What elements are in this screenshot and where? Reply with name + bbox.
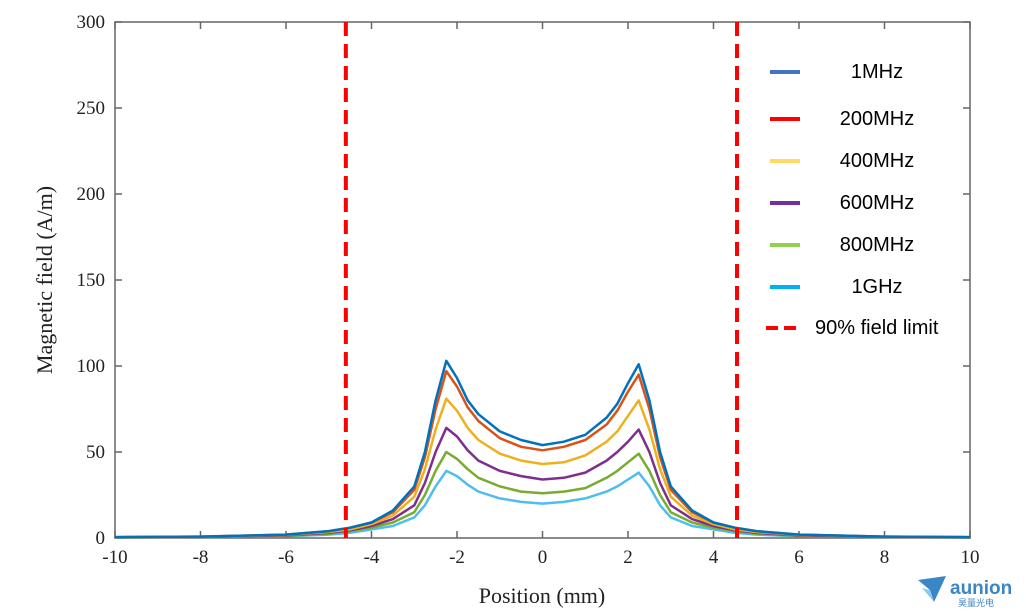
svg-text:昊量光电: 昊量光电 xyxy=(958,597,994,608)
legend-label: 90% field limit xyxy=(815,317,939,339)
y-axis-label: Magnetic field (A/m) xyxy=(32,186,57,374)
legend-item: 400MHz xyxy=(770,150,914,172)
x-tick-label: -8 xyxy=(193,547,209,568)
aunion-logo: aunion 昊量光电 xyxy=(918,576,1012,608)
legend-item: 600MHz xyxy=(770,192,914,214)
legend-item: 1MHz xyxy=(770,61,903,83)
x-tick-label: 6 xyxy=(794,547,804,568)
svg-text:aunion: aunion xyxy=(950,578,1012,599)
legend-item: 800MHz xyxy=(770,234,914,256)
y-tick-label: 200 xyxy=(77,184,106,205)
x-tick-label: -2 xyxy=(449,547,465,568)
legend-item: 1GHz xyxy=(770,276,903,298)
legend-label: 1MHz xyxy=(851,61,903,83)
plot-area xyxy=(114,21,971,539)
y-tick-label: 0 xyxy=(96,528,106,549)
x-tick-label: -4 xyxy=(364,547,380,568)
legend-label: 400MHz xyxy=(840,150,914,172)
x-axis-label: Position (mm) xyxy=(479,583,606,608)
series-line-400MHz xyxy=(114,397,971,539)
y-tick-label: 50 xyxy=(86,442,105,463)
legend-label: 600MHz xyxy=(840,192,914,214)
legend-item: 200MHz xyxy=(770,108,914,130)
series-line-800MHz xyxy=(114,450,971,539)
x-tick-label: 4 xyxy=(709,547,719,568)
y-tick-label: 150 xyxy=(77,270,106,291)
x-tick-label: 8 xyxy=(880,547,890,568)
legend: 1MHz 200MHz 400MHz 600MHz 800MHz 1GHz 90% fiel… xyxy=(766,61,939,339)
legend-item: 90% field limit xyxy=(766,317,939,339)
legend-label: 200MHz xyxy=(840,108,914,130)
x-tick-label: -10 xyxy=(102,547,127,568)
x-tick-label: -6 xyxy=(278,547,294,568)
y-tick-label: 100 xyxy=(77,356,106,377)
y-tick-label: 250 xyxy=(77,98,106,119)
y-tick-label: 300 xyxy=(77,12,106,33)
series-line-600MHz xyxy=(114,426,971,539)
x-tick-label: 10 xyxy=(961,547,980,568)
x-tick-label: 0 xyxy=(538,547,548,568)
series-line-1GHz xyxy=(114,469,971,539)
x-tick-label: 2 xyxy=(623,547,633,568)
series-line-1MHz xyxy=(114,359,971,539)
legend-label: 1GHz xyxy=(851,276,902,298)
logo-arrow-icon xyxy=(918,576,946,602)
legend-label: 800MHz xyxy=(840,234,914,256)
